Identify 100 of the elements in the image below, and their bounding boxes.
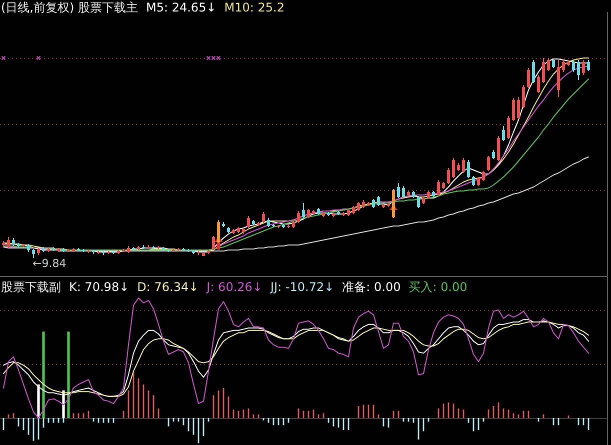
candlestick <box>487 156 490 171</box>
text: 准备: 0.00 <box>342 280 401 294</box>
candlestick <box>212 236 215 250</box>
candlestick <box>67 249 70 252</box>
bar <box>37 384 40 418</box>
candlestick <box>412 191 415 198</box>
candlestick <box>422 197 425 204</box>
chart-title: (日线,前复权) 股票下载主 <box>1 0 138 14</box>
candlestick <box>197 251 200 255</box>
candlestick <box>307 209 310 218</box>
candlestick <box>472 176 475 186</box>
chart-title: 股票下载副 <box>1 280 61 294</box>
candlestick <box>377 196 380 206</box>
candlestick <box>182 248 185 251</box>
candlestick <box>262 212 265 223</box>
candlestick <box>387 203 390 207</box>
candlestick <box>87 250 90 253</box>
candlestick <box>447 168 450 184</box>
candlestick <box>532 60 535 83</box>
candlestick <box>332 213 335 217</box>
candlestick <box>157 246 160 249</box>
candlestick <box>417 196 420 208</box>
candlestick <box>562 59 565 72</box>
candlestick <box>492 150 495 159</box>
candlestick <box>467 160 470 178</box>
candlestick <box>287 224 290 228</box>
candlestick <box>142 245 145 249</box>
candlestick <box>32 249 35 258</box>
candlestick <box>57 248 60 252</box>
candlestick <box>397 183 400 198</box>
candlestick <box>127 246 130 253</box>
candlestick <box>432 191 435 197</box>
candlestick <box>537 75 540 93</box>
candlestick <box>112 251 115 254</box>
candlestick <box>452 158 455 178</box>
candlestick <box>177 248 180 251</box>
candlestick <box>357 202 360 211</box>
candlestick <box>17 243 20 248</box>
candlestick <box>12 238 15 246</box>
candlestick <box>97 251 100 254</box>
candlestick <box>577 60 580 80</box>
candlestick <box>362 200 365 208</box>
candlestick <box>222 222 225 227</box>
candlestick <box>292 220 295 228</box>
candlestick <box>312 210 315 215</box>
candlestick <box>482 171 485 181</box>
candlestick <box>277 225 280 228</box>
candlestick <box>132 247 135 250</box>
candlestick <box>202 252 205 256</box>
candlestick <box>162 247 165 251</box>
candlestick <box>47 248 50 252</box>
candlestick <box>252 220 255 225</box>
candlestick <box>237 227 240 233</box>
candlestick <box>457 163 460 171</box>
candlestick <box>22 244 25 247</box>
text: D: 76.34↓ <box>137 280 199 294</box>
candlestick <box>477 177 480 186</box>
candlestick <box>582 60 585 75</box>
candlestick <box>122 249 125 252</box>
candlestick <box>72 248 75 252</box>
candlestick <box>327 212 330 216</box>
candlestick <box>92 250 95 254</box>
candlestick <box>172 249 175 252</box>
candlestick <box>192 250 195 254</box>
candlestick <box>147 245 150 249</box>
candlestick <box>317 208 320 215</box>
candlestick <box>352 206 355 214</box>
candlestick <box>82 249 85 252</box>
candlestick <box>427 191 430 199</box>
candlestick <box>497 136 500 161</box>
series-label: J: 60.26↓ <box>206 280 262 294</box>
candlestick <box>7 237 10 248</box>
candlestick <box>167 249 170 252</box>
candlestick <box>392 189 395 218</box>
candlestick <box>337 211 340 215</box>
candlestick <box>37 248 40 255</box>
text: M5: 24.65↓ <box>146 0 216 14</box>
text: K: 70.98↓ <box>69 280 130 294</box>
candlestick <box>502 126 505 141</box>
candlestick <box>137 246 140 250</box>
candlestick <box>407 191 410 196</box>
candlestick <box>342 212 345 216</box>
candlestick <box>102 251 105 255</box>
candlestick <box>442 182 445 189</box>
text: 买入: 0.00 <box>408 280 468 294</box>
text: M10: 25.2 <box>224 0 284 14</box>
candlestick <box>302 203 305 218</box>
candlestick <box>2 241 5 247</box>
candlestick <box>437 180 440 196</box>
candlestick <box>62 248 65 252</box>
candlestick <box>207 250 210 254</box>
candlestick <box>372 199 375 208</box>
candlestick <box>382 204 385 208</box>
bar <box>67 332 70 418</box>
candlestick <box>522 85 525 108</box>
candlestick <box>527 68 530 88</box>
candlestick <box>267 218 270 227</box>
candlestick <box>322 212 325 217</box>
candlestick <box>517 97 520 119</box>
candlestick <box>347 209 350 216</box>
